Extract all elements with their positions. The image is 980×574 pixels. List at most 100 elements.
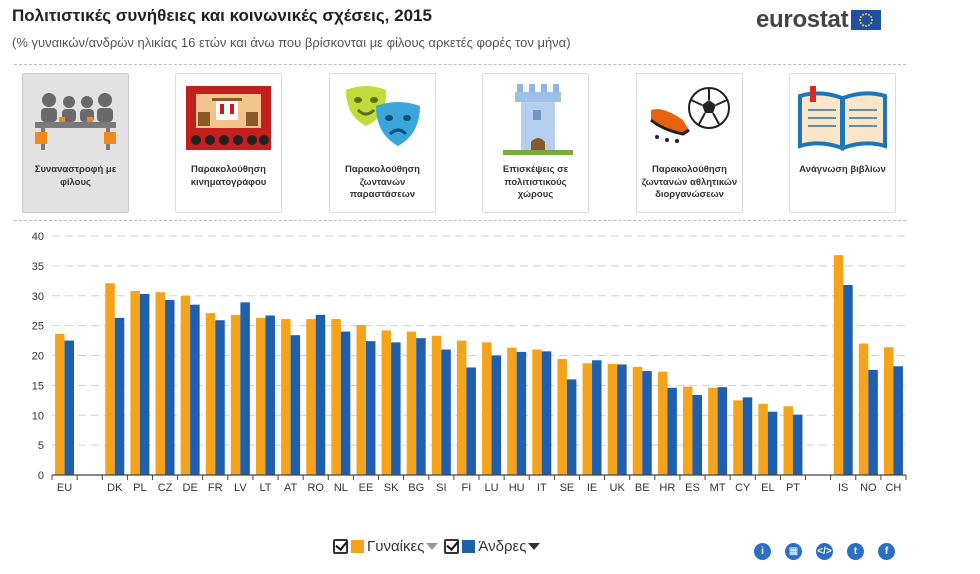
legend-men-label: Άνδρες	[478, 538, 527, 555]
bar-men	[717, 387, 728, 475]
bar-women	[683, 386, 693, 475]
swatch-women	[351, 540, 364, 553]
bar-men	[767, 411, 778, 475]
bar-women	[205, 313, 216, 475]
bar-men	[868, 369, 878, 475]
chart-title: Πολιτιστικές συνήθειες και κοινωνικές σχ…	[12, 6, 432, 25]
x-tick-label: IS	[838, 482, 848, 494]
x-tick-label: HU	[509, 482, 525, 494]
eurostat-logo[interactable]: eurostat	[756, 6, 882, 34]
category-label: Επισκέψεις σε πολιτιστικούς χώρους	[502, 164, 569, 200]
bar-men	[416, 338, 426, 475]
category-label: Συναναστροφή με φίλους	[34, 164, 117, 188]
bar-men	[516, 351, 527, 475]
x-tick-label: NL	[334, 482, 348, 494]
bar-men	[240, 302, 250, 475]
bar-women	[532, 349, 542, 475]
checkbox-men[interactable]	[444, 539, 460, 554]
bar-women	[331, 319, 341, 475]
bar-women	[130, 290, 140, 475]
x-tick-label: CY	[735, 482, 751, 494]
legend-item-men[interactable]: Άνδρες	[444, 538, 541, 555]
open-book-icon	[796, 80, 889, 158]
bar-women	[833, 255, 844, 475]
bar-women	[456, 340, 467, 475]
bar-women	[708, 387, 718, 475]
category-friends[interactable]: Συναναστροφή με φίλους	[22, 73, 129, 213]
bar-women	[632, 366, 643, 475]
category-cinema[interactable]: Παρακολούθηση κινηματογράφου	[175, 73, 282, 213]
category-reading-books[interactable]: Ανάγνωση βιβλίων	[789, 73, 896, 213]
x-tick-label: CH	[885, 482, 901, 494]
bar-women	[55, 333, 65, 475]
bar-men	[315, 314, 326, 475]
x-tick-label: LV	[234, 482, 247, 494]
bar-men	[290, 335, 301, 475]
y-tick-label: 35	[32, 261, 44, 273]
bar-men	[566, 379, 577, 475]
legend-women-label: Γυναίκες	[367, 538, 425, 555]
bar-women	[783, 406, 793, 475]
checkbox-women[interactable]	[333, 539, 348, 554]
facebook-icon[interactable]: f	[878, 543, 895, 560]
x-tick-label: DK	[107, 482, 123, 494]
bar-men	[742, 397, 753, 475]
category-label: Παρακολούθηση ζωντανών αθλητικών διοργαν…	[641, 164, 738, 200]
x-tick-label: PT	[786, 482, 800, 494]
x-tick-label: RO	[307, 482, 324, 494]
bar-women	[607, 363, 618, 475]
category-label: Παρακολούθηση κινηματογράφου	[190, 164, 267, 188]
bar-women	[507, 347, 517, 475]
bar-women	[406, 331, 417, 475]
bar-women	[883, 347, 894, 475]
bar-men	[340, 331, 351, 475]
bar-men	[215, 320, 225, 475]
y-tick-label: 30	[32, 291, 44, 303]
chart-divider	[14, 220, 906, 221]
bar-men	[139, 293, 150, 475]
chevron-down-icon[interactable]	[528, 543, 541, 550]
category-live-performances[interactable]: Παρακολούθηση ζωντανών παραστάσεων	[329, 73, 436, 213]
x-tick-label: EL	[761, 482, 774, 494]
table-icon[interactable]: ▦	[785, 543, 802, 560]
category-cultural-sites[interactable]: Επισκέψεις σε πολιτιστικούς χώρους	[482, 73, 589, 213]
x-tick-label: IT	[537, 482, 547, 494]
x-tick-label: SK	[384, 482, 399, 494]
share-toolbar: i ▦ </> t f	[754, 543, 909, 560]
theatre-masks-icon	[336, 80, 429, 158]
x-tick-label: FI	[462, 482, 472, 494]
bar-men	[441, 349, 451, 475]
x-tick-label: BE	[635, 482, 650, 494]
x-tick-label: IE	[587, 482, 597, 494]
bar-men	[692, 394, 702, 475]
y-tick-label: 0	[38, 470, 44, 482]
bar-women	[557, 359, 567, 475]
cinema-icon	[182, 80, 275, 158]
twitter-icon[interactable]: t	[847, 543, 864, 560]
bar-men	[365, 341, 376, 475]
bar-men	[466, 367, 476, 475]
bar-men	[541, 351, 552, 475]
legend-item-women[interactable]: Γυναίκες	[333, 538, 439, 555]
x-tick-label: FR	[208, 482, 223, 494]
top-divider	[14, 64, 906, 65]
x-tick-label: BG	[408, 482, 424, 494]
bar-women	[733, 400, 743, 475]
category-sports-events[interactable]: Παρακολούθηση ζωντανών αθλητικών διοργαν…	[636, 73, 743, 213]
bar-women	[758, 403, 768, 475]
chevron-down-icon[interactable]	[426, 543, 439, 550]
eu-flag-icon	[851, 10, 882, 30]
bar-men	[265, 315, 275, 475]
tower-icon	[489, 80, 582, 158]
bar-men	[667, 387, 677, 475]
info-icon[interactable]: i	[754, 543, 771, 560]
y-tick-label: 15	[32, 380, 44, 392]
swatch-men	[462, 540, 476, 553]
bar-men	[491, 355, 502, 475]
bar-women	[657, 371, 668, 475]
bar-women	[582, 363, 593, 475]
bar-women	[230, 314, 241, 475]
bar-men	[592, 360, 602, 475]
bar-women	[256, 317, 266, 475]
embed-icon[interactable]: </>	[816, 543, 833, 560]
